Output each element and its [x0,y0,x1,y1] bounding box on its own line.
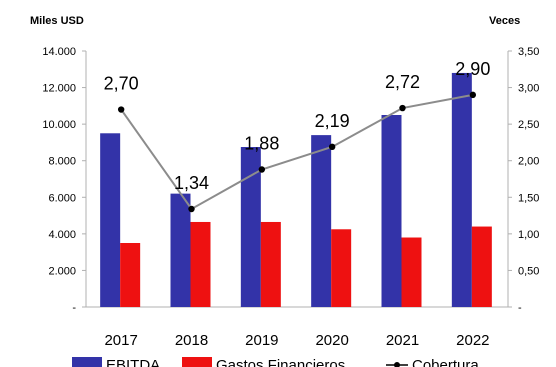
x-tick-label: 2018 [175,332,208,349]
ebitda-bar [311,135,332,307]
right-tick-label: 3,50 [518,46,539,58]
legend-ebitda-swatch [72,357,102,367]
cobertura-point [469,91,477,99]
cobertura-line [120,93,474,211]
gastos-financieros-bar [120,243,141,307]
left-tick-label: 6.000 [48,192,76,204]
gastos-financieros-bar [331,229,352,307]
legend-gastos-swatch [182,357,212,367]
left-tick-label: 14.000 [42,46,76,58]
gastos-financieros-bar [401,237,422,307]
legend: EBITDA Gastos Financieros Cobertura [72,357,479,367]
plot-area: - 2.000 4.000 6.000 8.000 10.000 12.000 14.000 -… [42,46,539,349]
legend-gastos-label: Gastos Financieros [216,357,345,367]
legend-ebitda-label: EBITDA [106,357,160,367]
cobertura-point [328,143,336,151]
right-tick-label: 2,00 [518,156,539,168]
ebitda-bar [240,147,261,307]
left-tick-label: - [72,302,76,314]
left-tick-label: 12.000 [42,83,76,95]
right-axis-unit-label: Veces [489,15,520,27]
ebitda-bar [451,72,472,307]
cobertura-data-label: 1,34 [174,173,209,193]
cobertura-data-label: 2,72 [385,72,420,92]
x-tick-label: 2022 [456,332,489,349]
left-tick-label: 10.000 [42,119,76,131]
cobertura-point [188,205,195,213]
x-tick-label: 2017 [104,332,137,349]
ebitda-bar [381,115,402,307]
right-tick-label: 1,00 [518,229,539,241]
gastos-financieros-bar [260,221,281,307]
cobertura-data-label: 1,88 [244,133,279,153]
ebitda-bar [170,193,191,307]
right-tick-label: 1,50 [518,192,539,204]
cobertura-point [258,166,266,173]
right-tick-label: - [518,302,522,314]
left-axis-unit-label: Miles USD [30,15,84,27]
left-tick-label: 2.000 [48,265,76,277]
right-tick-label: 3,00 [518,83,539,95]
right-tick-label: 0,50 [518,265,539,277]
legend-cobertura-label: Cobertura [412,357,479,367]
x-tick-label: 2019 [245,332,278,349]
cobertura-data-label: 2,90 [455,59,490,79]
cobertura-point [399,104,406,112]
legend-cobertura-marker [394,362,400,367]
left-tick-label: 8.000 [48,156,76,168]
cobertura-data-label: 2,70 [104,74,139,94]
ebitda-bar [100,133,121,307]
x-tick-label: 2020 [315,332,348,349]
x-tick-label: 2021 [386,332,419,349]
gastos-financieros-bar [471,226,492,307]
left-tick-label: 4.000 [48,229,76,241]
gastos-financieros-bar [190,221,211,307]
cobertura-data-label: 2,19 [315,111,350,131]
right-tick-label: 2,50 [518,119,539,131]
cobertura-point [117,106,125,113]
